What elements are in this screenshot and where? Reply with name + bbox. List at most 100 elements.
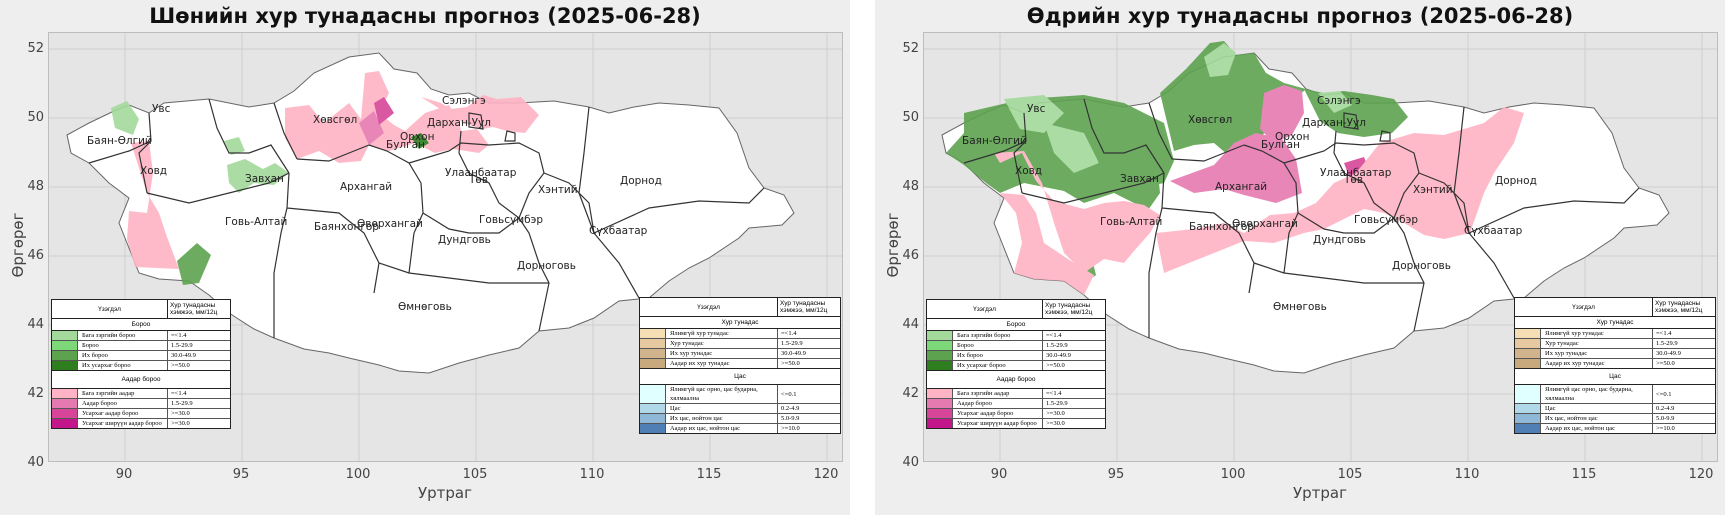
province-label-dundgovi: Дундговь [1313, 234, 1366, 246]
legend-rain-storm: Үзэгдэл Хур тунадасны хэмжээ, мм/12ц Бор… [926, 299, 1106, 429]
x-tick: 100 [1220, 467, 1246, 482]
legend-range: =<1.4 [171, 390, 187, 397]
legend-head-amount: Хур тунадасны хэмжээ, мм/12ц [1655, 300, 1703, 314]
map-plot-area[interactable]: Увс Баян-Өлгий Ховд Завхан Говь-Алтай Хө… [923, 32, 1718, 462]
y-tick: 40 [27, 455, 44, 470]
legend-row: Их бороо 30.0-49.9 [927, 351, 1105, 361]
legend-row: Ялимгүй хур тунадас =<1.4 [1515, 329, 1715, 339]
province-label-orkhon: Орхон [400, 131, 435, 143]
province-label-dundgovi: Дундговь [438, 234, 491, 246]
province-label-ulaanbaatar: Улаанбаатар [1320, 167, 1392, 179]
y-axis-label: Өргөрөг [9, 212, 27, 278]
legend-swatch [640, 329, 666, 338]
legend-row: Цас 0.2-4.9 [640, 404, 840, 414]
legend-label: Их усархаг бороо [953, 361, 1043, 370]
legend-range: >=30.0 [1046, 420, 1065, 427]
legend-swatch [640, 349, 666, 358]
province-label-khovd: Ховд [140, 165, 168, 177]
x-tick: 115 [1571, 467, 1597, 482]
province-label-selenge: Сэлэнгэ [442, 95, 486, 107]
x-tick: 105 [462, 467, 488, 482]
province-label-sukhbaatar: Сүхбаатар [1464, 225, 1523, 237]
legend-swatch [52, 331, 78, 340]
night-forecast-panel: Шөнийн хур тунадасны прогноз (2025-06-28… [0, 0, 850, 515]
map-plot-area[interactable]: Увс Баян-Өлгий Ховд Завхан Говь-Алтай Хө… [48, 32, 843, 462]
legend-range: 1.5-29.9 [1656, 340, 1678, 347]
legend-label: Их бороо [78, 351, 168, 360]
legend-label: Бага зэргийн бороо [78, 331, 168, 340]
legend-head-phenomenon: Үзэгдэл [52, 300, 168, 318]
province-label-selenge: Сэлэнгэ [1317, 95, 1361, 107]
legend-label: Их бороо [953, 351, 1043, 360]
province-label-darkhan-uul: Дархан-Уул [427, 117, 491, 129]
legend-range: =<1.4 [1046, 332, 1062, 339]
legend-swatch [1515, 414, 1541, 423]
legend-row: Аадар их цас, нойтон цас >=10.0 [640, 424, 840, 433]
legend-row: Бага зэргийн бороо =<1.4 [52, 331, 230, 341]
legend-label: Цас [1541, 404, 1653, 413]
y-tick: 52 [27, 41, 44, 56]
legend-label: Аадар бороо [953, 399, 1043, 408]
legend-row: Ялимгүй цас орно, цас бударна, хялмаална… [1515, 385, 1715, 404]
province-label-uvurkhangai: Өвөрхангай [357, 218, 423, 230]
province-label-sukhbaatar: Сүхбаатар [589, 225, 648, 237]
legend-label: Аадар их цас, нойтон цас [1541, 424, 1653, 433]
x-axis-label: Уртраг [418, 484, 472, 502]
province-label-govisumber: Говьсүмбэр [479, 214, 544, 226]
legend-row: Их усархаг бороо >=50.0 [927, 361, 1105, 370]
mongolia-map [49, 33, 842, 461]
legend-row: Бага зэргийн бороо =<1.4 [927, 331, 1105, 341]
legend-swatch [927, 389, 953, 398]
province-borders [88, 98, 765, 338]
legend-snow-title: Цас [640, 369, 840, 385]
legend-row: Бороо 1.5-29.9 [52, 341, 230, 351]
legend-head-phenomenon: Үзэгдэл [927, 300, 1043, 318]
province-label-bayankhongor: Баянхонгор [1189, 221, 1254, 233]
legend-swatch [640, 359, 666, 368]
province-label-arkhangai: Архангай [1215, 181, 1268, 193]
legend-swatch [1515, 359, 1541, 368]
legend-label: Их цас, нойтон цас [1541, 414, 1653, 423]
legend-label: Аадар бороо [78, 399, 168, 408]
legend-row: Аадар их хур тунадас >=50.0 [1515, 359, 1715, 368]
legend-row: Ялимгүй цас орно, цас бударна, хялмаална… [640, 385, 840, 404]
legend-range: 1.5-29.9 [171, 400, 193, 407]
precip-areas [111, 71, 539, 285]
legend-range: 1.5-29.9 [1046, 400, 1068, 407]
legend-range: >=30.0 [171, 420, 190, 427]
legend-range: 30.0-49.9 [781, 350, 806, 357]
legend-swatch [927, 331, 953, 340]
legend-swatch [52, 341, 78, 350]
legend-row: Их усархаг бороо >=50.0 [52, 361, 230, 370]
province-label-bayan-ulgii: Баян-Өлгий [87, 135, 152, 147]
legend-mixed-snow: Үзэгдэл Хур тунадасны хэмжээ, мм/12ц Хур… [639, 297, 841, 434]
legend-swatch [927, 399, 953, 408]
legend-head-phenomenon: Үзэгдэл [640, 298, 778, 316]
legend-rain-title: Бороо [52, 319, 230, 331]
province-label-khuvsgul: Хөвсгөл [313, 114, 358, 126]
province-label-orkhon: Орхон [1275, 131, 1310, 143]
legend-rain-storm: Үзэгдэл Хур тунадасны хэмжээ, мм/12ц Бор… [51, 299, 231, 429]
province-label-uvs: Увс [1027, 103, 1046, 115]
legend-swatch [52, 389, 78, 398]
province-label-bulgan: Булган [386, 139, 425, 151]
x-tick: 90 [115, 467, 133, 482]
legend-mixed-title: Хур тунадас [1515, 317, 1715, 329]
legend-label: Цас [666, 404, 778, 413]
legend-swatch [640, 404, 666, 413]
y-tick: 46 [27, 248, 44, 263]
legend-head-amount: Хур тунадасны хэмжээ, мм/12ц [1045, 302, 1093, 316]
panel-title: Шөнийн хур тунадасны прогноз (2025-06-28… [149, 4, 701, 28]
legend-label: Аадар их хур тунадас [666, 359, 778, 368]
legend-row: Бага зэргийн аадар =<1.4 [927, 389, 1105, 399]
legend-label: Аадар их цас, нойтон цас [666, 424, 778, 433]
legend-swatch [927, 409, 953, 418]
x-tick: 95 [1107, 467, 1125, 482]
y-tick: 48 [27, 179, 44, 194]
province-label-arkhangai: Архангай [340, 181, 393, 193]
legend-label: Бага зэргийн аадар [78, 389, 168, 398]
legend-swatch [927, 419, 953, 428]
y-tick: 46 [902, 248, 919, 263]
x-tick: 95 [232, 467, 250, 482]
y-tick: 42 [902, 386, 919, 401]
